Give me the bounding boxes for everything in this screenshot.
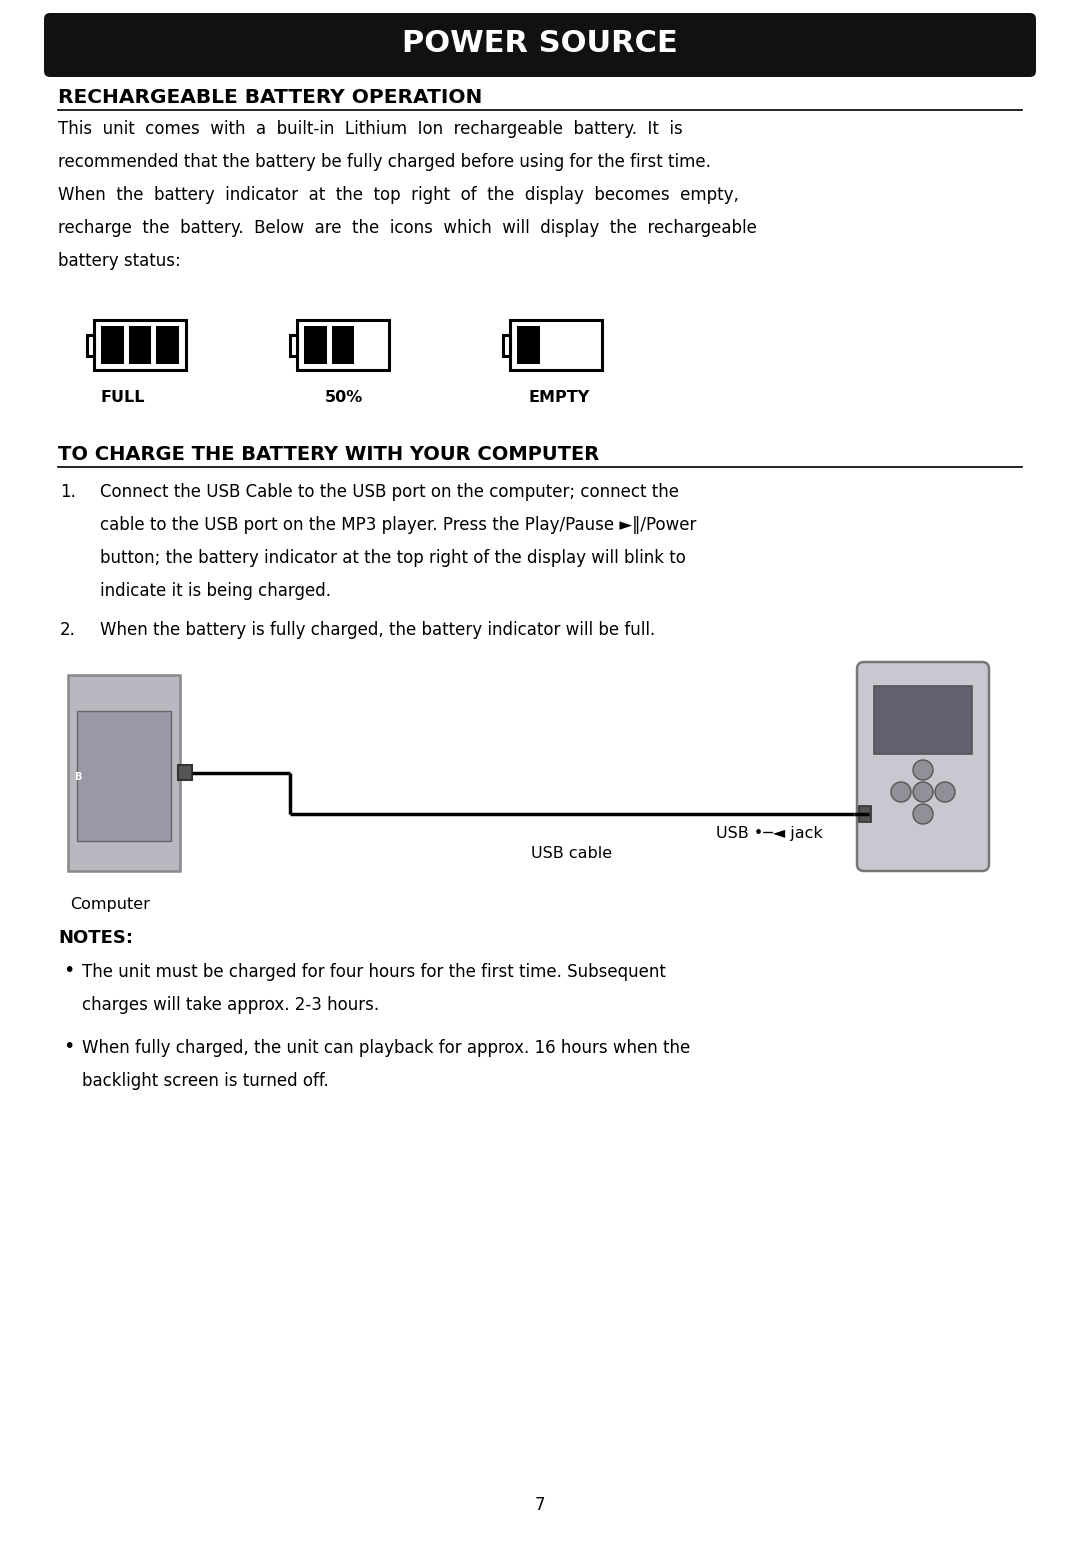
- Text: backlight screen is turned off.: backlight screen is turned off.: [82, 1072, 328, 1089]
- Bar: [510, 319, 602, 370]
- Text: •: •: [63, 1037, 75, 1055]
- Circle shape: [935, 782, 955, 802]
- FancyBboxPatch shape: [44, 12, 1036, 77]
- Text: button; the battery indicator at the top right of the display will blink to: button; the battery indicator at the top…: [100, 549, 686, 566]
- Text: EMPTY: EMPTY: [528, 390, 590, 404]
- Text: indicate it is being charged.: indicate it is being charged.: [100, 582, 330, 600]
- Text: B: B: [75, 772, 82, 782]
- Text: When fully charged, the unit can playback for approx. 16 hours when the: When fully charged, the unit can playbac…: [82, 1038, 690, 1057]
- Text: TO CHARGE THE BATTERY WITH YOUR COMPUTER: TO CHARGE THE BATTERY WITH YOUR COMPUTER: [58, 444, 599, 464]
- Bar: [517, 326, 540, 364]
- Bar: [332, 326, 354, 364]
- Text: 2.: 2.: [60, 620, 76, 639]
- Text: FULL: FULL: [100, 390, 145, 404]
- Text: When  the  battery  indicator  at  the  top  right  of  the  display  becomes  e: When the battery indicator at the top ri…: [58, 187, 739, 204]
- Text: USB •─◄ jack: USB •─◄ jack: [716, 826, 823, 841]
- Circle shape: [913, 804, 933, 824]
- Bar: [291, 335, 297, 355]
- Text: 1.: 1.: [60, 483, 76, 501]
- Bar: [129, 326, 151, 364]
- Text: recommended that the battery be fully charged before using for the first time.: recommended that the battery be fully ch…: [58, 153, 711, 171]
- Text: Computer: Computer: [70, 896, 150, 912]
- Text: When the battery is fully charged, the battery indicator will be full.: When the battery is fully charged, the b…: [100, 620, 656, 639]
- Bar: [94, 319, 186, 370]
- Circle shape: [913, 782, 933, 802]
- FancyBboxPatch shape: [858, 662, 989, 870]
- Text: battery status:: battery status:: [58, 252, 180, 270]
- Bar: [303, 326, 326, 364]
- FancyBboxPatch shape: [874, 687, 972, 755]
- Bar: [859, 805, 870, 822]
- Bar: [87, 335, 94, 355]
- Text: Connect the USB Cable to the USB port on the computer; connect the: Connect the USB Cable to the USB port on…: [100, 483, 679, 501]
- Text: RECHARGEABLE BATTERY OPERATION: RECHARGEABLE BATTERY OPERATION: [58, 88, 483, 106]
- Text: POWER SOURCE: POWER SOURCE: [402, 29, 678, 59]
- Circle shape: [891, 782, 912, 802]
- Bar: [102, 326, 124, 364]
- Text: 7: 7: [535, 1497, 545, 1514]
- Bar: [503, 335, 510, 355]
- Text: The unit must be charged for four hours for the first time. Subsequent: The unit must be charged for four hours …: [82, 963, 666, 981]
- Circle shape: [913, 761, 933, 781]
- Text: cable to the USB port on the MP3 player. Press the Play/Pause ►‖/Power: cable to the USB port on the MP3 player.…: [100, 515, 697, 534]
- Bar: [297, 319, 389, 370]
- Text: •: •: [63, 961, 75, 980]
- Bar: [157, 326, 179, 364]
- Text: 50%: 50%: [325, 390, 363, 404]
- FancyBboxPatch shape: [68, 674, 180, 870]
- FancyBboxPatch shape: [77, 711, 171, 841]
- Bar: [178, 765, 192, 781]
- Text: This  unit  comes  with  a  built-in  Lithium  Ion  rechargeable  battery.  It  : This unit comes with a built-in Lithium …: [58, 120, 683, 137]
- Text: charges will take approx. 2-3 hours.: charges will take approx. 2-3 hours.: [82, 995, 379, 1014]
- Text: NOTES:: NOTES:: [58, 929, 133, 947]
- Text: USB cable: USB cable: [531, 846, 612, 861]
- Text: recharge  the  battery.  Below  are  the  icons  which  will  display  the  rech: recharge the battery. Below are the icon…: [58, 219, 757, 238]
